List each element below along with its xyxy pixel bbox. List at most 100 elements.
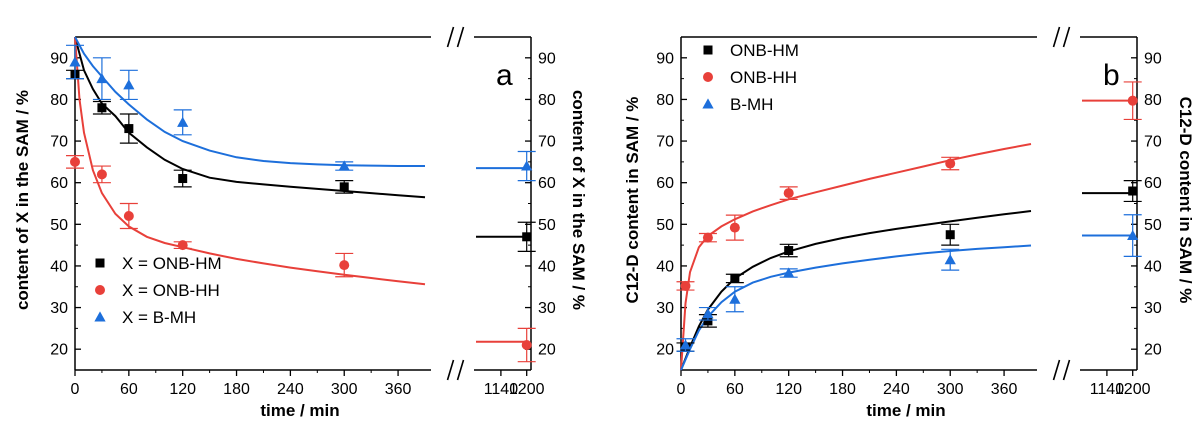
x-tick-label: 360	[991, 381, 1018, 398]
y-tick-label-right: 30	[1144, 300, 1162, 317]
data-point-2	[783, 188, 794, 199]
data-point-3	[69, 56, 81, 67]
legend-label-3: X = B-MH	[122, 308, 196, 327]
y-tick-label-left: 40	[656, 258, 674, 275]
y-tick-label-right: 90	[538, 50, 556, 67]
y-tick-label-left: 30	[50, 300, 68, 317]
data-point-3	[1127, 229, 1139, 241]
y-tick-label-left: 70	[50, 134, 68, 151]
legend-marker-1	[703, 45, 713, 55]
x-tick-label: 120	[169, 381, 196, 398]
y-tick-label-left: 80	[50, 92, 68, 109]
fit-curve-1	[680, 210, 1032, 371]
y-tick-label-left: 40	[50, 258, 68, 275]
y-tick-label-right: 90	[1144, 50, 1162, 67]
data-point-3	[679, 339, 692, 350]
y-tick-label-right: 50	[1144, 217, 1162, 234]
legend-marker-1	[95, 258, 105, 268]
x-axis-label: time / min	[866, 401, 945, 420]
axis-break-mark	[456, 359, 465, 381]
data-point-3	[96, 73, 108, 84]
data-point-2	[680, 280, 691, 291]
y-tick-label-left: 50	[656, 217, 674, 234]
y-tick-label-right: 70	[1144, 134, 1162, 151]
y-tick-label-right: 30	[538, 300, 556, 317]
axis-break-mark	[446, 26, 455, 48]
data-point-2	[702, 232, 713, 243]
y-axis-label-left: C12-D content in SAM / %	[623, 97, 642, 304]
fit-curve-2	[680, 143, 1032, 371]
x-tick-label: 240	[883, 381, 910, 398]
data-point-1	[703, 316, 713, 326]
y-tick-label-right: 60	[538, 175, 556, 192]
y-tick-label-left: 60	[656, 175, 674, 192]
fit-curve-3	[680, 244, 1032, 371]
axis-break-mark	[1052, 359, 1061, 381]
y-tick-label-left: 90	[656, 50, 674, 67]
x-tick-label: 240	[277, 381, 304, 398]
x-tick-label: 1140	[484, 381, 519, 398]
data-point-1	[124, 124, 134, 134]
legend-label-1: X = ONB-HM	[122, 254, 222, 273]
y-tick-label-left: 20	[50, 342, 68, 359]
data-point-3	[521, 160, 533, 171]
panel-letter: b	[1103, 59, 1120, 92]
fit-curve-3	[74, 36, 425, 167]
chart-panel-b: 20 20 30 30 40 40 50 50 60 60 70 70 80 80 90 90 0 60 120 18…	[623, 26, 1195, 420]
legend-label-3: B-MH	[730, 95, 773, 114]
y-tick-label-left: 70	[656, 134, 674, 151]
panel-letter: a	[496, 59, 513, 92]
data-point-2	[177, 240, 188, 251]
y-axis-label-right: content of X in the SAM / %	[569, 90, 588, 310]
axis-break-mark	[446, 359, 455, 381]
x-tick-label: 120	[775, 381, 802, 398]
y-tick-label-left: 80	[656, 92, 674, 109]
fit-curve-1	[74, 36, 426, 199]
y-axis-label-right: C12-D content in SAM / %	[1176, 97, 1195, 304]
data-point-1	[97, 103, 107, 113]
y-tick-label-left: 60	[50, 175, 68, 192]
x-tick-label: 300	[937, 381, 964, 398]
x-tick-label: 180	[829, 381, 856, 398]
y-tick-label-right: 80	[538, 92, 556, 109]
x-tick-label: 1140	[1090, 381, 1125, 398]
y-tick-label-left: 50	[50, 217, 68, 234]
data-point-2	[945, 158, 956, 169]
y-tick-label-right: 50	[538, 217, 556, 234]
x-tick-label: 0	[71, 381, 80, 398]
y-tick-label-right: 20	[538, 342, 556, 359]
x-tick-label: 300	[331, 381, 358, 398]
axis-break-mark	[1062, 26, 1071, 48]
legend-marker-3	[94, 311, 106, 322]
x-tick-label: 1200	[1115, 381, 1151, 398]
chart-panel-a: 20 20 30 30 40 40 50 50 60 60 70 70 80 80 90 90 0 60 120 18…	[13, 26, 588, 420]
legend-marker-3	[702, 98, 714, 109]
data-point-2	[70, 156, 80, 167]
x-tick-label: 60	[120, 381, 138, 398]
y-tick-label-right: 20	[1144, 342, 1162, 359]
y-tick-label-right: 70	[538, 134, 556, 151]
x-tick-label: 360	[385, 381, 412, 398]
data-point-1	[178, 174, 188, 184]
legend-marker-2	[95, 285, 105, 295]
data-point-3	[729, 293, 741, 304]
y-tick-label-right: 80	[1144, 92, 1162, 109]
data-point-2	[123, 210, 134, 221]
y-tick-label-right: 60	[1144, 175, 1162, 192]
legend-label-2: ONB-HH	[730, 68, 797, 87]
data-point-3	[338, 160, 350, 171]
axis-break-mark	[456, 26, 465, 48]
data-point-3	[702, 308, 714, 319]
y-axis-label-left: content of X in the SAM / %	[13, 90, 32, 310]
data-point-2	[96, 169, 107, 180]
data-point-3	[783, 267, 795, 278]
data-point-1	[945, 230, 955, 240]
legend-marker-2	[703, 72, 713, 82]
data-point-2	[339, 260, 350, 271]
x-tick-label: 60	[726, 381, 744, 398]
data-point-3	[177, 116, 189, 127]
data-point-1	[522, 232, 532, 242]
data-point-1	[339, 182, 349, 192]
data-point-1	[1128, 186, 1138, 196]
